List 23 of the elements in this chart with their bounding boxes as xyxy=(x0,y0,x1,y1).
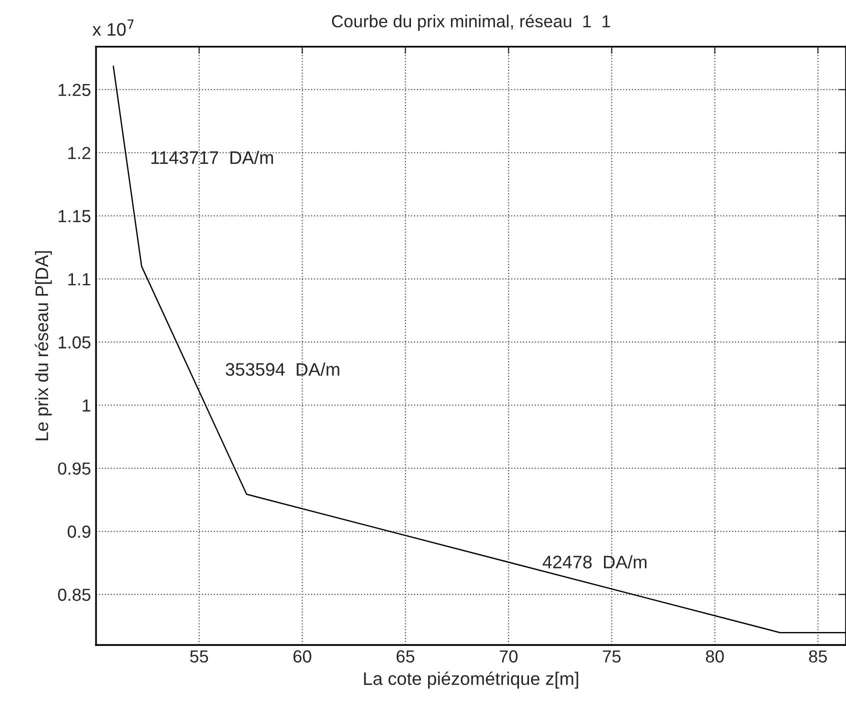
x-tick-label: 65 xyxy=(396,650,414,663)
chart-title: Courbe du prix minimal, réseau 1 1 xyxy=(332,14,610,31)
x-tick-label: 80 xyxy=(706,650,724,663)
y-tick-label: 1.25 xyxy=(58,84,90,96)
y-tick-label: 0.9 xyxy=(68,526,90,538)
x-tick-label: 75 xyxy=(602,650,621,663)
y-tick-label: 0.95 xyxy=(58,462,90,475)
y-axis-title: Le prix du réseau P[DA] xyxy=(34,251,52,440)
x-tick-label: 70 xyxy=(500,650,518,663)
y-tick-label: 1.15 xyxy=(58,210,90,222)
y-tick-label: 0.85 xyxy=(58,588,90,601)
x-tick-label: 60 xyxy=(294,650,312,663)
x-axis-title: La cote piézométrique z[m] xyxy=(364,672,578,689)
y-tick-label: 1.2 xyxy=(68,146,90,160)
annotation: 1143717 DA/m xyxy=(151,150,273,164)
x-tick-label: 85 xyxy=(809,650,827,663)
x-tick-label: 55 xyxy=(190,650,208,663)
annotation: 353594 DA/m xyxy=(226,362,340,376)
annotation: 42478 DA/m xyxy=(542,555,646,568)
y-tick-label: 1 xyxy=(82,400,90,412)
y-tick-label: 1.1 xyxy=(68,273,90,286)
y-tick-label: 1.05 xyxy=(58,336,90,349)
text: x 10$^{7}$ xyxy=(92,20,134,36)
